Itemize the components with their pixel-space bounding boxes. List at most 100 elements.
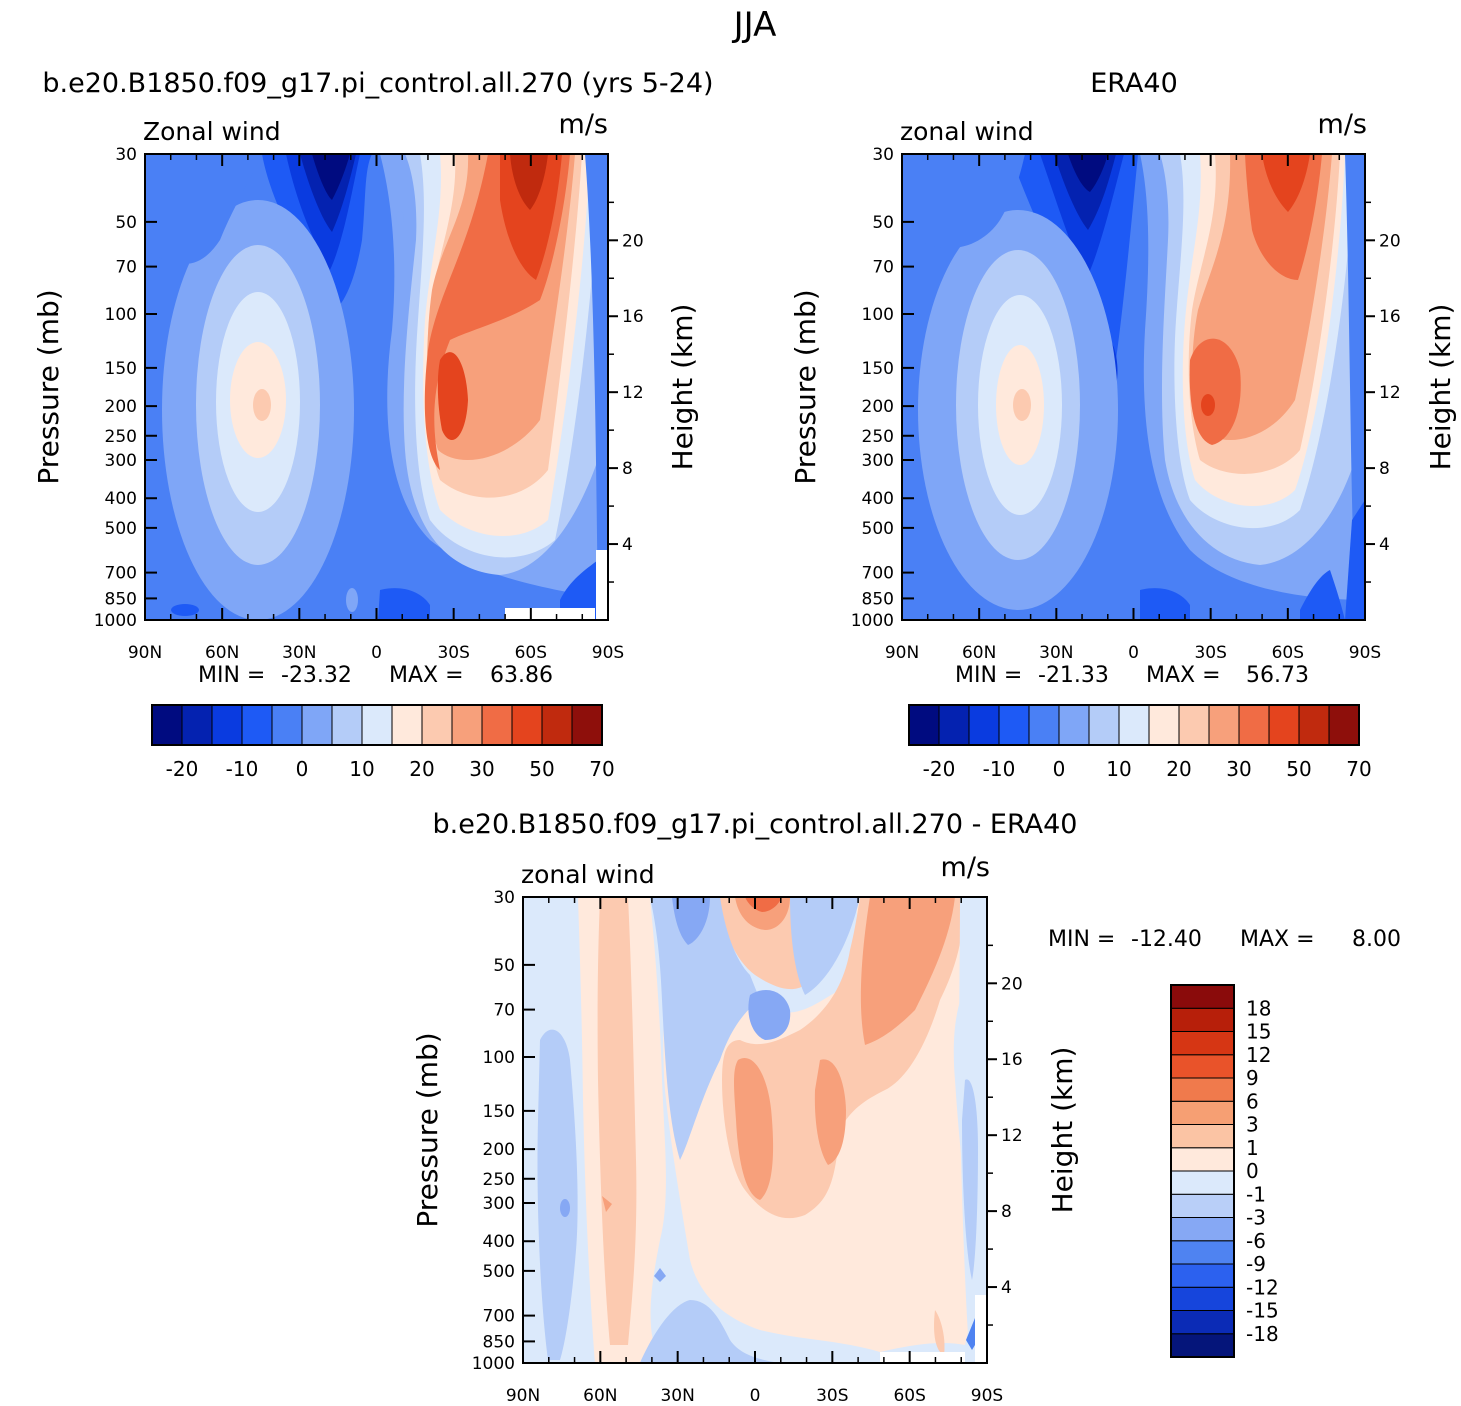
colorbar-label: 20 [1166,757,1191,781]
panel-model-colorbar: -20 -10 0 10 20 30 50 70 [151,704,615,781]
colorbar-label: 0 [1246,1159,1259,1183]
x-tick-label: 60S [515,643,547,663]
y-tick-label: 1000 [472,1354,515,1374]
colorbar-swatch [1170,1286,1235,1311]
y-tick-label: 250 [483,1170,515,1190]
panel-obs-max-value: 56.73 [1246,663,1309,688]
y-tick-label: 500 [862,519,894,539]
panel-diff-max-value: 8.00 [1352,927,1401,952]
colorbar-label: 18 [1246,996,1271,1020]
panel-diff-min-value: -12.40 [1131,927,1202,952]
y-tick-label: 700 [105,564,137,584]
panel-model-min-label: MIN = [198,663,265,688]
panel-model-axes: 90N 60N 30N 0 30S 60S 90S 30 50 70 100 150 200 250 300… [94,145,644,663]
y-tick-label: 50 [115,213,137,233]
y2-tick-label: 16 [622,307,644,327]
x-tick-label: 90N [128,643,162,663]
colorbar-label: -10 [226,757,259,781]
y2-tick-label: 8 [1379,459,1390,479]
y2-tick-label: 20 [1379,231,1401,251]
y-tick-label: 200 [862,397,894,417]
colorbar-swatch [361,704,393,746]
colorbar-swatch [1088,704,1120,746]
x-tick-label: 0 [371,643,382,663]
x-tick-label: 30S [816,1386,848,1406]
x-tick-label: 90S [971,1386,1003,1406]
colorbar-swatch [541,704,573,746]
y-tick-label: 70 [872,258,894,278]
y-tick-label: 400 [483,1232,515,1252]
panel-obs-y2label: Height (km) [1424,304,1457,471]
y-tick-label: 30 [872,145,894,165]
y-tick-label: 200 [483,1140,515,1160]
panel-obs-axes: 90N 60N 30N 0 30S 60S 90S 30 50 70 100 150 200 250 300… [851,145,1401,663]
y2-tick-label: 12 [622,383,644,403]
colorbar-label: 10 [1106,757,1131,781]
y-tick-label: 100 [105,305,137,325]
y2-tick-label: 16 [1001,1050,1023,1070]
colorbar-swatch [1170,1031,1235,1056]
x-tick-label: 90S [1349,643,1381,663]
y-tick-label: 250 [105,427,137,447]
colorbar-swatch [421,704,453,746]
panel-obs-right-label: m/s [1318,109,1367,140]
colorbar-swatch [571,704,603,746]
y-tick-label: 400 [105,489,137,509]
x-tick-label: 0 [1128,643,1139,663]
figure-title: JJA [732,5,777,45]
colorbar-label: 50 [1286,757,1311,781]
y2-tick-label: 20 [1001,974,1023,994]
colorbar-label: 0 [296,757,309,781]
panel-model-y2label: Height (km) [666,304,699,471]
y-tick-label: 50 [493,956,515,976]
colorbar-label: -20 [166,757,199,781]
colorbar-swatch [301,704,333,746]
panel-diff-max-label: MAX = [1240,927,1315,952]
panel-obs-min-value: -21.33 [1038,663,1109,688]
colorbar-swatch [1118,704,1150,746]
y-tick-label: 300 [483,1194,515,1214]
colorbar-label: 3 [1246,1113,1259,1137]
colorbar-frame [908,704,1360,746]
y-tick-label: 700 [483,1307,515,1327]
colorbar-label: 9 [1246,1066,1259,1090]
colorbar-label: -10 [983,757,1016,781]
panel-diff-title: b.e20.B1850.f09_g17.pi_control.all.270 -… [433,809,1078,840]
colorbar-swatch [1328,704,1360,746]
panel-model-right-label: m/s [559,109,608,140]
colorbar-label: 0 [1053,757,1066,781]
colorbar-label: 50 [529,757,554,781]
x-tick-label: 30S [437,643,469,663]
colorbar-label: 6 [1246,1089,1259,1113]
x-tick-label: 30N [660,1386,694,1406]
y-tick-label: 700 [862,564,894,584]
y2-tick-label: 12 [1379,383,1401,403]
x-tick-label: 30S [1194,643,1226,663]
colorbar-label: 12 [1246,1043,1271,1067]
y-tick-label: 1000 [851,611,894,631]
panel-diff-left-label: zonal wind [521,860,655,889]
panel-diff-y2label: Height (km) [1046,1047,1079,1214]
colorbar-swatch [1170,1077,1235,1102]
y-tick-label: 1000 [94,611,137,631]
colorbar-swatch [1170,1240,1235,1265]
colorbar-label: -3 [1246,1206,1266,1230]
y-tick-label: 30 [493,888,515,908]
colorbar-swatch [1170,1147,1235,1172]
x-tick-label: 90N [506,1386,540,1406]
colorbar-swatch [1298,704,1330,746]
colorbar-label: -9 [1246,1252,1266,1276]
colorbar-swatch [331,704,363,746]
colorbar-label: 30 [1226,757,1251,781]
colorbar-swatch [1268,704,1300,746]
colorbar-swatch [391,704,423,746]
panel-diff-axes: 90N 60N 30N 0 30S 60S 90S 30 50 70 100 150 200 250 300… [472,888,1023,1406]
colorbar-swatch [271,704,303,746]
panel-obs-title: ERA40 [1090,68,1178,99]
colorbar-swatch [1148,704,1180,746]
colorbar-swatch [1178,704,1210,746]
colorbar-frame [151,704,603,746]
panel-obs-contours [902,154,1365,620]
